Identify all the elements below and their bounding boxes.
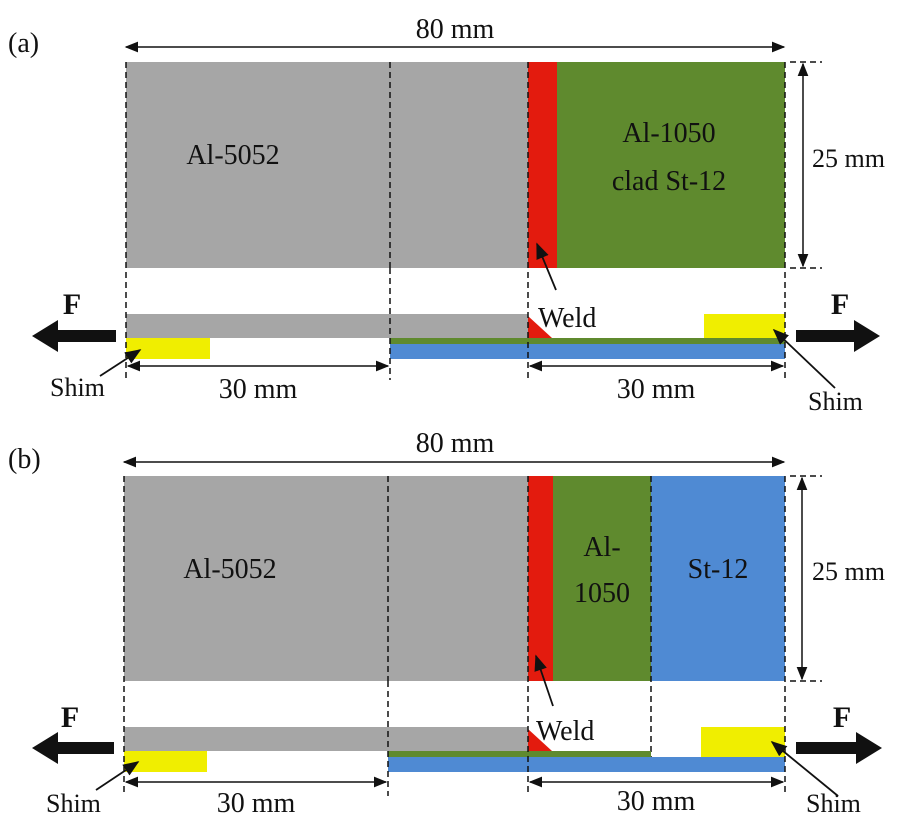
grip-left-label: 30 mm — [219, 374, 298, 405]
right-material-label-line2: clad St-12 — [612, 166, 726, 197]
shim-right-label: Shim — [806, 789, 861, 816]
force-left-label: F — [61, 701, 79, 734]
steel-layer-side-view — [388, 757, 785, 772]
weld-seam-top-view — [528, 62, 557, 268]
al1050-clad-region-top-view — [557, 62, 785, 268]
weld-pointer-arrow — [536, 242, 557, 291]
right-material-label: St-12 — [688, 554, 749, 585]
al5052-sheet-top-view — [126, 62, 528, 268]
shim-left-pointer — [99, 349, 142, 377]
steel-layer-side-view — [390, 344, 785, 359]
mid-material-label-line2: 1050 — [574, 578, 630, 609]
al1050-layer-top-view — [553, 476, 651, 681]
width-label: 25 mm — [812, 557, 885, 586]
overall-length-label: 80 mm — [416, 428, 495, 459]
al5052-sheet-side-view — [126, 314, 528, 338]
force-right-label: F — [831, 288, 849, 321]
shim-left-label: Shim — [46, 789, 101, 816]
force-arrow-right — [796, 732, 882, 764]
steel-layer-top-view — [651, 476, 785, 681]
panel-label: (b) — [8, 444, 41, 475]
weld-label: Weld — [538, 303, 596, 334]
overall-length-label: 80 mm — [416, 14, 495, 45]
weld-fillet-side-view — [528, 316, 552, 338]
weld-pointer-arrow — [534, 654, 554, 707]
force-arrow-right — [796, 320, 880, 352]
shim-left — [126, 338, 210, 359]
right-material-label-line1: Al-1050 — [622, 118, 715, 149]
shim-right-label: Shim — [808, 387, 863, 416]
shim-left-pointer — [95, 761, 140, 791]
force-right-label: F — [833, 701, 851, 734]
weld-seam-top-view — [528, 476, 553, 681]
force-left-label: F — [63, 288, 81, 321]
shim-left — [124, 751, 207, 772]
al1050-layer-side-view — [388, 751, 651, 757]
clad-aluminium-layer-side-view — [390, 338, 785, 344]
shim-right — [704, 314, 785, 338]
shim-right-pointer — [772, 328, 836, 389]
shim-left-label: Shim — [50, 373, 105, 402]
grip-right-label: 30 mm — [617, 374, 696, 405]
shim-right-pointer — [770, 740, 839, 797]
weld-fillet-side-view — [528, 729, 552, 751]
mid-material-label-line1: Al- — [583, 532, 620, 563]
panel-label: (a) — [8, 28, 39, 59]
width-label: 25 mm — [812, 144, 885, 173]
al5052-sheet-top-view — [124, 476, 528, 681]
left-material-label: Al-5052 — [186, 140, 279, 171]
force-arrow-left — [32, 320, 116, 352]
grip-left-label: 30 mm — [217, 788, 296, 816]
panel-a: (a) 80 mm Al-5052 Al-1050 clad St-12 25 … — [8, 14, 885, 416]
al5052-sheet-side-view — [124, 727, 528, 751]
left-material-label: Al-5052 — [183, 554, 276, 585]
grip-right-label: 30 mm — [617, 786, 696, 816]
force-arrow-left — [32, 732, 114, 764]
panel-b: (b) 80 mm Al-5052 Al- 1050 St-12 25 mm W… — [8, 428, 885, 816]
weld-label: Weld — [536, 716, 594, 747]
